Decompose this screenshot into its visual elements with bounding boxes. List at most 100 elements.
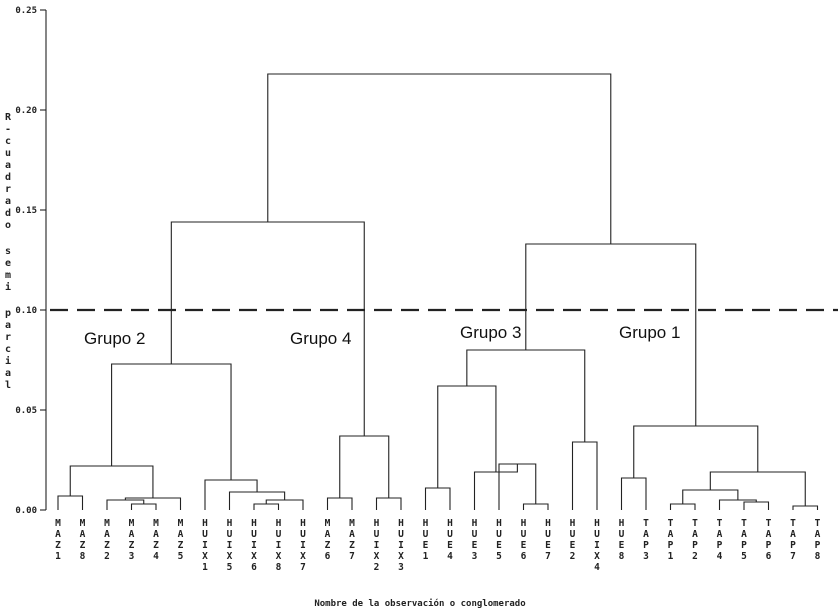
dendrogram-link bbox=[111, 363, 232, 480]
leaf-label-char: T bbox=[766, 518, 772, 529]
leaf-label-char: U bbox=[374, 529, 380, 540]
group-label-2: Grupo 2 bbox=[84, 329, 145, 348]
leaf-label-char: H bbox=[300, 518, 306, 529]
leaf-label-char: E bbox=[570, 540, 576, 551]
y-label-char: i bbox=[5, 355, 11, 367]
leaf-label-char: 1 bbox=[55, 551, 61, 562]
leaf-label-char: A bbox=[55, 529, 61, 540]
dendrogram-links bbox=[57, 73, 819, 510]
leaf-label-char: X bbox=[251, 551, 257, 562]
dendrogram-link bbox=[69, 465, 154, 498]
leaf-label-char: 6 bbox=[521, 551, 527, 562]
leaf-label-char: Z bbox=[55, 540, 61, 551]
leaf-label-char: A bbox=[178, 529, 184, 540]
leaf-label-char: 3 bbox=[398, 562, 404, 573]
leaf-label-char: H bbox=[227, 518, 233, 529]
leaf-label-char: H bbox=[398, 518, 404, 529]
dendrogram-link bbox=[437, 385, 497, 488]
leaf-label-char: 6 bbox=[251, 562, 257, 573]
y-label-char: a bbox=[5, 320, 11, 331]
x-axis-label: Nombre de la observación o conglomerado bbox=[314, 598, 525, 609]
leaf-label-char: X bbox=[227, 551, 233, 562]
leaf-label-char: M bbox=[178, 518, 184, 529]
leaf-label-char: 4 bbox=[717, 551, 723, 562]
leaf-label-char: U bbox=[545, 529, 551, 540]
leaf-label-char: T bbox=[692, 518, 698, 529]
leaf-label-char: A bbox=[766, 529, 772, 540]
leaf-label-char: I bbox=[227, 540, 233, 551]
leaf-label-char: P bbox=[692, 540, 698, 551]
leaf-label-char: 1 bbox=[423, 551, 429, 562]
leaf-label-char: E bbox=[545, 540, 551, 551]
leaf-label-char: U bbox=[496, 529, 502, 540]
leaf-label-char: A bbox=[153, 529, 159, 540]
leaf-label-char: I bbox=[251, 540, 257, 551]
leaf-label-char: P bbox=[766, 540, 772, 551]
leaf-label-char: I bbox=[276, 540, 282, 551]
y-label-char: a bbox=[5, 368, 11, 379]
leaf-label-char: P bbox=[790, 540, 796, 551]
leaf-label-char: I bbox=[594, 540, 600, 551]
leaf-label-char: 8 bbox=[619, 551, 625, 562]
leaf-label-char: U bbox=[251, 529, 257, 540]
leaf-label-char: M bbox=[349, 518, 355, 529]
leaf-label-char: E bbox=[496, 540, 502, 551]
y-label-char: r bbox=[5, 332, 11, 343]
leaf-label-char: Z bbox=[80, 540, 86, 551]
leaf-label-char: Z bbox=[325, 540, 331, 551]
leaf-label-char: Z bbox=[349, 540, 355, 551]
leaf-label-char: Z bbox=[129, 540, 135, 551]
leaf-label-char: T bbox=[717, 518, 723, 529]
leaf-label-char: U bbox=[447, 529, 453, 540]
leaf-label-char: 5 bbox=[227, 562, 233, 573]
dendrogram-link bbox=[57, 495, 84, 510]
y-label-char: R bbox=[5, 112, 12, 123]
y-label-char: i bbox=[5, 281, 11, 293]
dendrogram-link bbox=[633, 425, 759, 478]
leaf-label-char: H bbox=[447, 518, 453, 529]
y-ticks: 0.00 0.05 0.10 0.15 0.20 0.25 bbox=[15, 6, 46, 516]
leaf-label-char: T bbox=[668, 518, 674, 529]
dendrogram-link bbox=[228, 491, 286, 510]
leaf-label-char: M bbox=[153, 518, 159, 529]
y-label-char: m bbox=[5, 270, 11, 281]
leaf-label-char: H bbox=[276, 518, 282, 529]
leaf-label-char: I bbox=[374, 540, 380, 551]
leaf-label-char: T bbox=[741, 518, 747, 529]
leaf-label-char: A bbox=[643, 529, 649, 540]
y-label-char: p bbox=[5, 308, 11, 319]
leaf-label-char: X bbox=[374, 551, 380, 562]
leaf-label-char: H bbox=[472, 518, 478, 529]
leaf-label-char: X bbox=[594, 551, 600, 562]
dendrogram-link bbox=[466, 349, 586, 442]
leaf-label-char: 7 bbox=[545, 551, 551, 562]
leaf-label-char: U bbox=[276, 529, 282, 540]
leaf-label-char: U bbox=[227, 529, 233, 540]
leaf-label-char: 4 bbox=[594, 562, 600, 573]
group-annotations: Grupo 2 Grupo 4 Grupo 3 Grupo 1 bbox=[84, 323, 680, 348]
leaf-label-char: 1 bbox=[668, 551, 674, 562]
dendrogram-link bbox=[571, 441, 598, 510]
leaf-label-char: 6 bbox=[325, 551, 331, 562]
leaf-label-char: 2 bbox=[104, 551, 110, 562]
leaf-label-char: A bbox=[741, 529, 747, 540]
leaf-label-char: 4 bbox=[153, 551, 159, 562]
leaf-label-char: T bbox=[815, 518, 821, 529]
